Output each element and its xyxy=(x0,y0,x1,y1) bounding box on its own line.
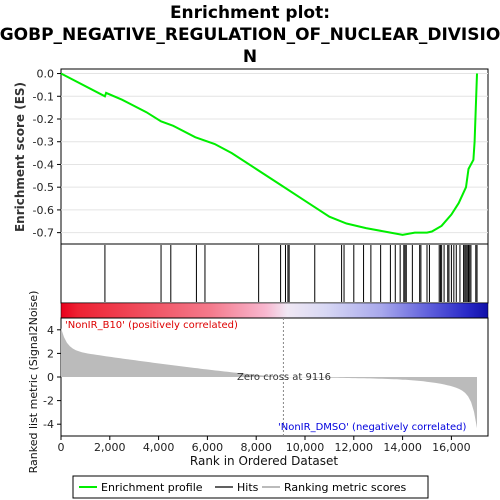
x-tick-label: 14,000 xyxy=(383,441,422,454)
x-tick-label: 16,000 xyxy=(432,441,471,454)
x-tick-label: 6,000 xyxy=(192,441,224,454)
metric-tick-label: -2 xyxy=(43,395,54,408)
legend-box xyxy=(72,475,429,499)
ranking-metric-area xyxy=(61,328,477,429)
x-tick-label: 12,000 xyxy=(335,441,374,454)
enrichment-profile-line xyxy=(60,72,478,236)
x-tick-label: 8,000 xyxy=(240,441,272,454)
x-tick-label: 10,000 xyxy=(286,441,325,454)
correlation-color-band xyxy=(60,302,489,319)
es-tick-label: -0.5 xyxy=(33,181,54,194)
metric-y-axis-label: Ranked list metric (Signal2Noise) xyxy=(27,291,40,474)
metric-tick-label: 4 xyxy=(47,324,54,337)
metric-tick-label: 2 xyxy=(47,347,54,360)
x-tick-label: 0 xyxy=(58,441,65,454)
es-gridlines xyxy=(61,73,488,234)
negative-correlation-label: 'NonIR_DMSO' (negatively correlated) xyxy=(278,422,466,433)
hit-markers xyxy=(104,245,478,302)
es-tick-label: -0.1 xyxy=(33,90,54,103)
metric-y-axis: 4 2 0 -2 -4 xyxy=(43,324,61,431)
es-y-axis-label: Enrichment score (ES) xyxy=(13,82,27,232)
es-panel-frame xyxy=(60,68,489,245)
metric-tick-label: 0 xyxy=(47,371,54,384)
legend-metric-label: Ranking metric scores xyxy=(284,481,406,494)
legend-hits-label: Hits xyxy=(237,481,259,494)
chart-title-line-1: Enrichment plot: xyxy=(170,3,330,23)
hits-panel-frame xyxy=(60,243,489,304)
zero-cross-label: Zero cross at 9116 xyxy=(237,372,331,383)
x-axis-label: Rank in Ordered Dataset xyxy=(190,454,338,468)
es-y-axis: 0.0 -0.1 -0.2 -0.3 -0.4 -0.5 -0.6 -0.7 xyxy=(33,68,61,240)
x-tick-label: 2,000 xyxy=(94,441,126,454)
legend-enrichment-label: Enrichment profile xyxy=(101,481,203,494)
metric-tick-label: -4 xyxy=(43,418,54,431)
chart-title-line-2: GOBP_NEGATIVE_REGULATION_OF_NUCLEAR_DIVI… xyxy=(0,25,500,45)
es-tick-label: -0.3 xyxy=(33,136,54,149)
es-tick-label: 0.0 xyxy=(37,68,55,81)
chart-title-line-3: N xyxy=(243,47,257,67)
x-axis: 0 2,000 4,000 6,000 8,000 10,000 12,000 14,000 1… xyxy=(58,436,471,454)
es-tick-label: -0.4 xyxy=(33,158,54,171)
es-tick-label: -0.2 xyxy=(33,113,54,126)
positive-correlation-label: 'NonIR_B10' (positively correlated) xyxy=(65,320,238,331)
es-tick-label: -0.6 xyxy=(33,204,54,217)
x-tick-label: 4,000 xyxy=(143,441,175,454)
es-tick-label: -0.7 xyxy=(33,227,54,240)
